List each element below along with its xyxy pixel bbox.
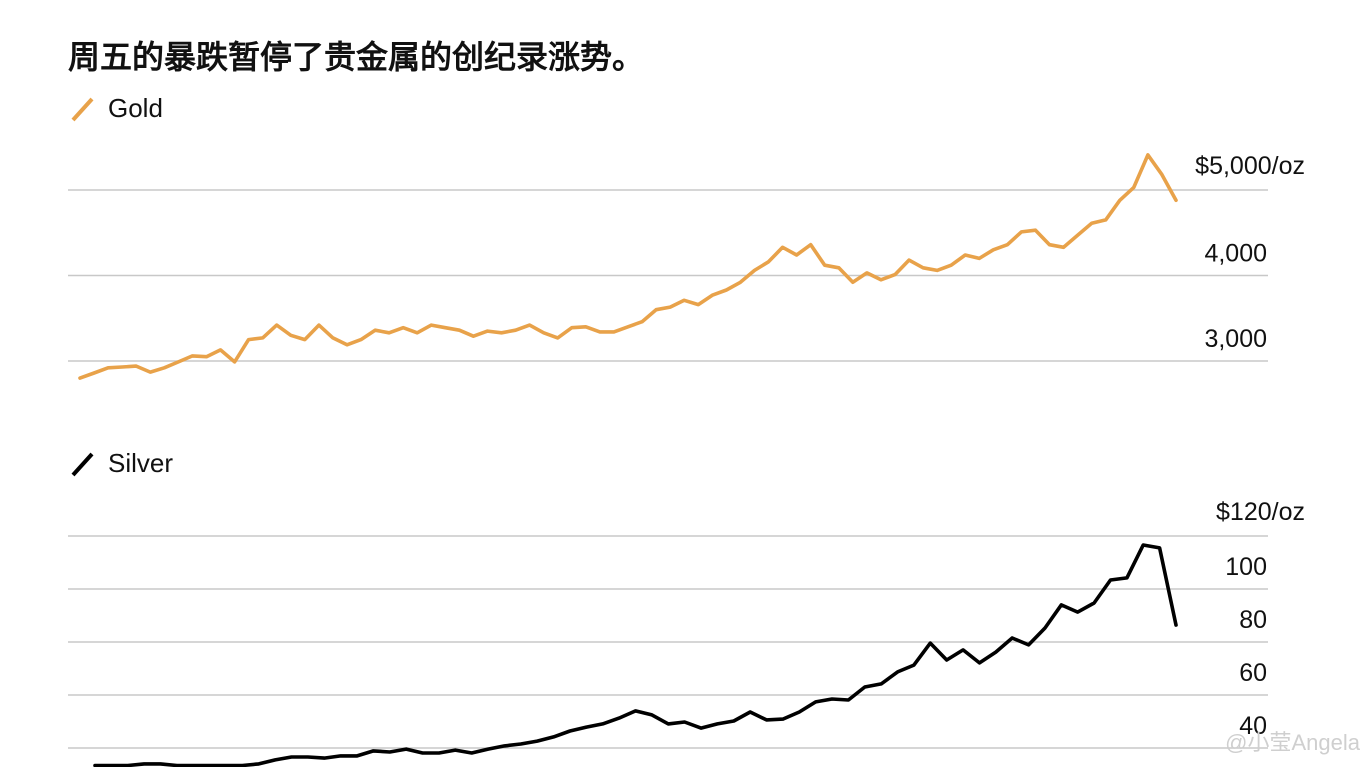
y-tick-label: 40 xyxy=(1239,712,1267,740)
y-tick-label: $120/oz xyxy=(1216,498,1305,526)
data-line xyxy=(93,543,1178,767)
y-tick-label: 80 xyxy=(1239,606,1267,634)
y-tick-label: $5,000/oz xyxy=(1195,152,1305,180)
watermark: @小莹Angela xyxy=(1225,730,1361,755)
y-tick-label: 100 xyxy=(1225,553,1267,581)
legend-label: Silver xyxy=(108,448,173,478)
y-tick-label: 4,000 xyxy=(1204,240,1267,268)
legend-icon xyxy=(71,452,94,477)
legend-icon xyxy=(71,97,94,122)
chart-title: 周五的暴跌暂停了贵金属的创纪录涨势。 xyxy=(68,39,644,75)
y-tick-label: 3,000 xyxy=(1204,325,1267,353)
y-tick-label: 60 xyxy=(1239,659,1267,687)
legend-label: Gold xyxy=(108,93,163,123)
data-line xyxy=(78,153,1178,380)
